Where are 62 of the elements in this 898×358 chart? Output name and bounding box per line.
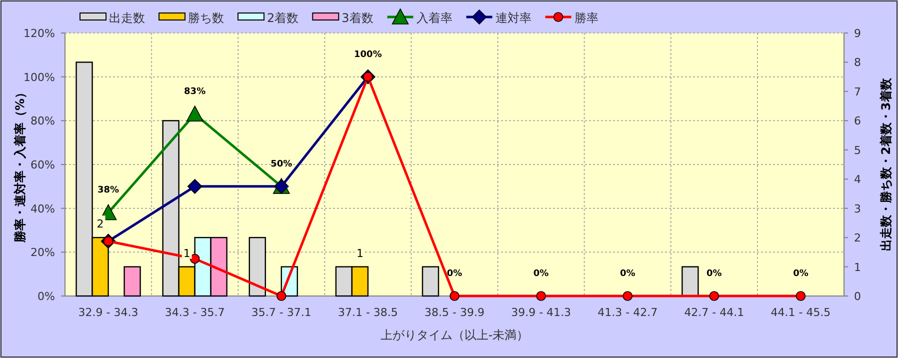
data-label: 0%	[706, 269, 722, 279]
legend-label: 出走数	[109, 11, 145, 25]
x-tick-label: 44.1 - 45.5	[770, 306, 831, 319]
data-label: 1	[183, 246, 190, 260]
y2-tick-label: 8	[854, 56, 861, 70]
y2-tick-label: 9	[854, 27, 861, 40]
bar	[248, 236, 266, 297]
bar	[682, 266, 699, 297]
legend-label: 連対率	[495, 11, 532, 25]
data-label: 2	[96, 218, 104, 231]
y-tick-label: 80%	[30, 114, 55, 128]
data-label: 50%	[270, 159, 292, 170]
y2-tick-label: 3	[854, 202, 861, 216]
y-tick-label: 0%	[38, 290, 55, 303]
data-label: 0%	[533, 269, 549, 279]
point	[190, 254, 200, 264]
bar	[422, 266, 440, 297]
legend-label: 勝ち数	[188, 11, 224, 25]
point	[186, 106, 204, 122]
y2-tick-label: 0	[854, 290, 861, 303]
y2-tick-label: 4	[854, 173, 861, 186]
x-tick-label: 32.9 - 34.3	[78, 306, 138, 319]
data-label: 38%	[98, 186, 120, 196]
bar	[124, 266, 141, 297]
x-axis-title: 上がりタイム（以上-未満）	[380, 328, 529, 342]
x-tick-label: 37.1 - 38.5	[338, 306, 398, 319]
x-tick-label: 42.7 - 44.1	[684, 306, 744, 319]
y-tick-label: 120%	[24, 27, 55, 40]
y2-tick-label: 6	[854, 114, 861, 128]
data-label: 1	[356, 246, 364, 260]
point	[276, 291, 286, 301]
y-axis-title: 勝率・連対率・入着率（%）	[13, 86, 27, 244]
y2-axis-title: 出走数・勝ち数・2着数・3着数	[879, 77, 893, 251]
x-tick-label: 41.3 - 42.7	[598, 306, 658, 319]
point	[709, 291, 720, 301]
y-tick-label: 20%	[30, 246, 55, 260]
data-label: 0%	[446, 269, 462, 279]
point	[187, 179, 202, 194]
data-label: 83%	[184, 87, 206, 98]
x-tick-label: 39.9 - 41.3	[511, 306, 572, 319]
legend-label: 勝率	[574, 11, 598, 25]
y-tick-label: 40%	[30, 202, 55, 216]
legend-label: 2着数	[267, 11, 299, 25]
bar	[210, 236, 228, 297]
x-tick-label: 34.3 - 35.7	[164, 306, 225, 319]
point	[450, 291, 460, 301]
data-label: 0%	[620, 269, 636, 279]
data-label: 0%	[793, 269, 808, 279]
x-tick-label: 35.7 - 37.1	[251, 306, 312, 319]
y2-tick-label: 7	[854, 85, 861, 98]
point	[622, 291, 633, 301]
y2-tick-label: 1	[854, 260, 861, 274]
y-tick-label: 60%	[30, 158, 55, 172]
legend-label: 3着数	[342, 11, 374, 25]
legend-label: 入着率	[416, 11, 452, 25]
y2-tick-label: 5	[854, 144, 861, 157]
point	[796, 291, 806, 301]
x-tick-label: 38.5 - 39.9	[424, 306, 484, 319]
data-label: 100%	[354, 50, 382, 60]
point	[536, 291, 546, 301]
y-tick-label: 100%	[24, 70, 55, 84]
y2-tick-label: 2	[854, 232, 861, 245]
